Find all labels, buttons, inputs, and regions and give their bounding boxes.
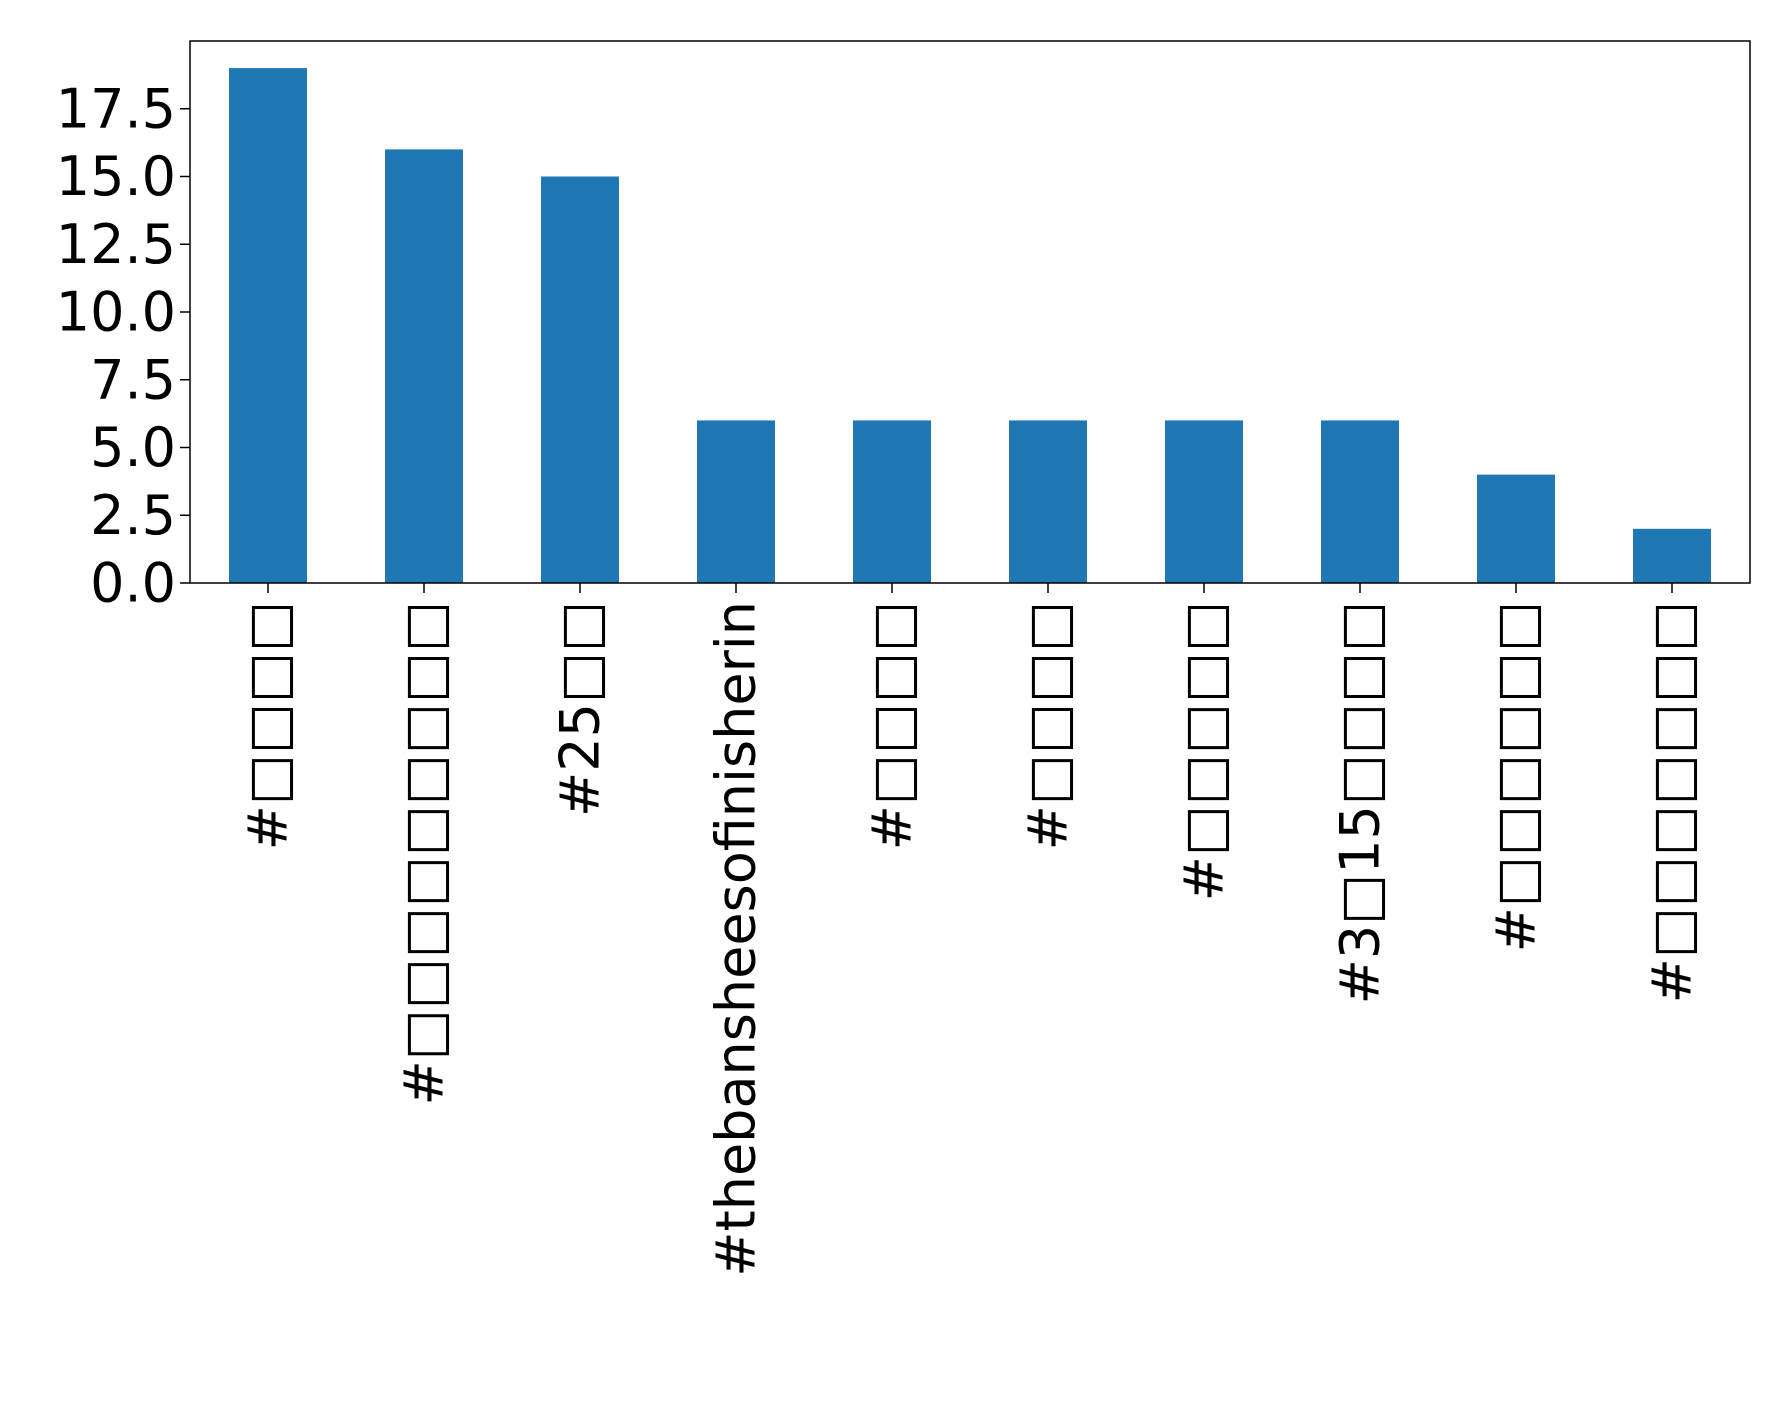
y-tick-label: 10.0 bbox=[56, 281, 176, 344]
bar-5 bbox=[1009, 420, 1087, 583]
x-tick-label: #thebansheesofinisherin bbox=[705, 601, 768, 1277]
x-tick-label: #□□□□□□□ bbox=[1641, 601, 1704, 1003]
x-tick-label: #□□□□□□□□□ bbox=[393, 601, 456, 1105]
bar-2 bbox=[541, 176, 619, 583]
bar-3 bbox=[697, 420, 775, 583]
bar-4 bbox=[853, 420, 931, 583]
y-tick-label: 2.5 bbox=[90, 484, 176, 547]
x-tick-label: #□□□□ bbox=[237, 601, 300, 850]
y-axis: 0.02.55.07.510.012.515.017.5 bbox=[56, 77, 190, 615]
y-tick-label: 17.5 bbox=[56, 77, 176, 140]
x-tick-label: #□□□□□□ bbox=[1485, 601, 1548, 952]
bar-9 bbox=[1633, 528, 1711, 583]
bar-8 bbox=[1477, 474, 1555, 583]
y-tick-label: 5.0 bbox=[90, 416, 176, 479]
bars-group bbox=[229, 68, 1711, 584]
bar-0 bbox=[229, 68, 307, 584]
bar-1 bbox=[385, 149, 463, 583]
x-axis: #□□□□ #□□□□□□□□□ #25□□ #thebansheesofinishe… bbox=[237, 583, 1704, 1277]
y-tick-label: 0.0 bbox=[90, 552, 176, 615]
plot-frame bbox=[189, 40, 1751, 584]
bar-6 bbox=[1165, 420, 1243, 583]
y-tick-label: 15.0 bbox=[56, 145, 176, 208]
x-tick-label: #□□□□□ bbox=[1173, 601, 1236, 901]
x-tick-label: #25□□ bbox=[549, 601, 612, 817]
x-tick-label: #□□□□ bbox=[861, 601, 924, 850]
y-tick-label: 12.5 bbox=[56, 213, 176, 276]
bar-7 bbox=[1321, 420, 1399, 583]
x-tick-label: #3□15□□□□ bbox=[1329, 601, 1392, 1004]
x-tick-label: #□□□□ bbox=[1017, 601, 1080, 850]
y-tick-label: 7.5 bbox=[90, 348, 176, 411]
